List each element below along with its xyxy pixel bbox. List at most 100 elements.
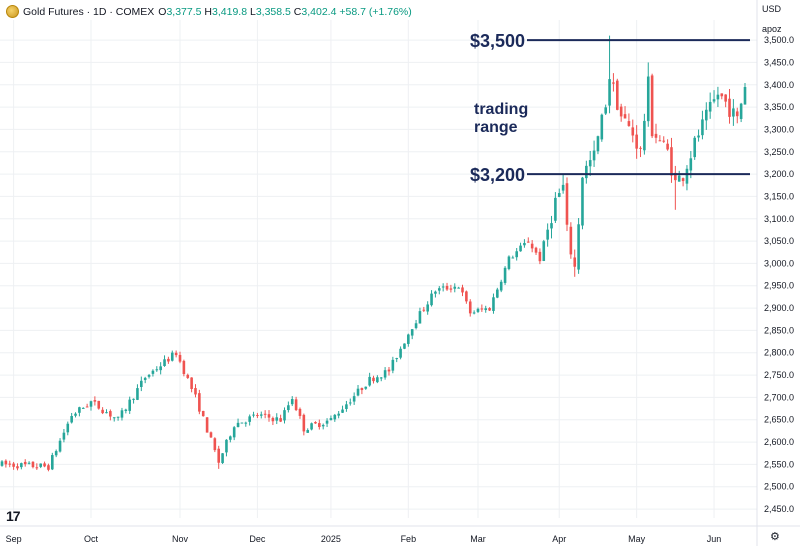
candle-body [708,101,712,112]
y-tick-label: 3,200.0 [764,169,794,179]
candle-body [441,286,445,288]
candle-body [333,414,337,420]
candle-body [434,291,437,294]
gold-coin-icon [6,5,19,18]
symbol-title[interactable]: Gold Futures · 1D · COMEX [23,5,155,18]
candle-body [407,334,410,344]
gear-icon[interactable]: ⚙ [770,531,780,543]
candle-body [728,98,731,117]
candle-body [472,312,476,314]
ohlc-readout: O3,377.5 H3,419.8 L3,358.5 C3,402.4 +58.… [158,5,412,18]
candle-body [670,147,673,176]
candle-body [681,178,685,182]
low-value: 3,358.5 [255,5,291,18]
candle-body [403,343,406,349]
x-tick-label: Oct [84,534,99,544]
candle-body [112,417,116,419]
candle-body [352,396,356,402]
candle-body [310,423,313,430]
candle-body [89,401,93,407]
candle-body [391,359,395,371]
candle-body [93,400,97,402]
candle-body [577,224,580,270]
candle-body [263,413,267,415]
candle-body [81,407,85,409]
y-tick-label: 2,800.0 [764,348,794,358]
candle-body [643,120,646,151]
candle-body [465,291,468,302]
candle-body [4,460,8,465]
x-tick-label: Mar [470,534,486,544]
annotation-text: trading [474,101,528,118]
candle-body [666,143,669,150]
candle-body [484,308,488,311]
candle-body [294,399,298,411]
candle-body [557,193,561,197]
tradingview-logo[interactable]: 17 [6,508,21,524]
candle-body [457,287,460,289]
candle-body [739,103,743,119]
candle-body [256,415,259,417]
x-tick-label: Nov [172,534,189,544]
candle-body [279,418,282,422]
candle-body [677,175,681,182]
candle-body [604,107,607,114]
candle-body [244,422,248,424]
y-tick-label: 2,950.0 [764,281,794,291]
candle-body [182,360,186,374]
candle-body [585,165,588,179]
candle-body [318,423,321,428]
scale-label[interactable]: apoz [762,24,782,34]
candle-body [120,410,124,418]
candle-body [209,432,213,438]
y-tick-label: 3,100.0 [764,214,794,224]
candle-body [345,404,348,409]
candle-body [190,377,193,389]
candle-body [592,150,596,161]
candle-body [58,440,62,452]
level-label: $3,500 [470,31,525,51]
y-tick-label: 2,500.0 [764,482,794,492]
candle-body [705,109,708,121]
candle-body [136,388,139,400]
candle-body [569,226,573,255]
candle-body [538,251,542,262]
candle-body [186,374,190,378]
candle-body [480,308,484,310]
candle-body [376,377,379,383]
candle-body [565,183,569,225]
candle-body [116,416,120,418]
candle-body [639,147,642,149]
candle-body [608,79,611,106]
currency-label[interactable]: USD [762,4,782,14]
candle-body [430,293,433,306]
y-tick-label: 3,300.0 [764,124,794,134]
candle-body [337,413,340,416]
candle-body [105,412,108,414]
candle-body [213,438,217,451]
candle-body [534,247,538,253]
candle-body [290,399,294,405]
candle-body [383,370,387,378]
candle-body [51,455,54,470]
candle-body [573,257,577,267]
candle-body [236,422,240,428]
candle-body [526,241,530,243]
candle-body [654,133,658,138]
candle-body [85,406,89,408]
candle-body [16,466,19,469]
candle-body [650,75,654,137]
candle-body [507,256,511,269]
candle-body [511,257,515,259]
candle-body [287,405,290,411]
candle-body [453,286,457,289]
candle-body [662,140,666,142]
candle-body [62,432,66,440]
y-tick-label: 3,050.0 [764,236,794,246]
y-tick-label: 2,550.0 [764,459,794,469]
y-tick-label: 3,350.0 [764,102,794,112]
candle-body [519,245,522,252]
candle-body [109,411,112,417]
y-tick-label: 2,700.0 [764,392,794,402]
